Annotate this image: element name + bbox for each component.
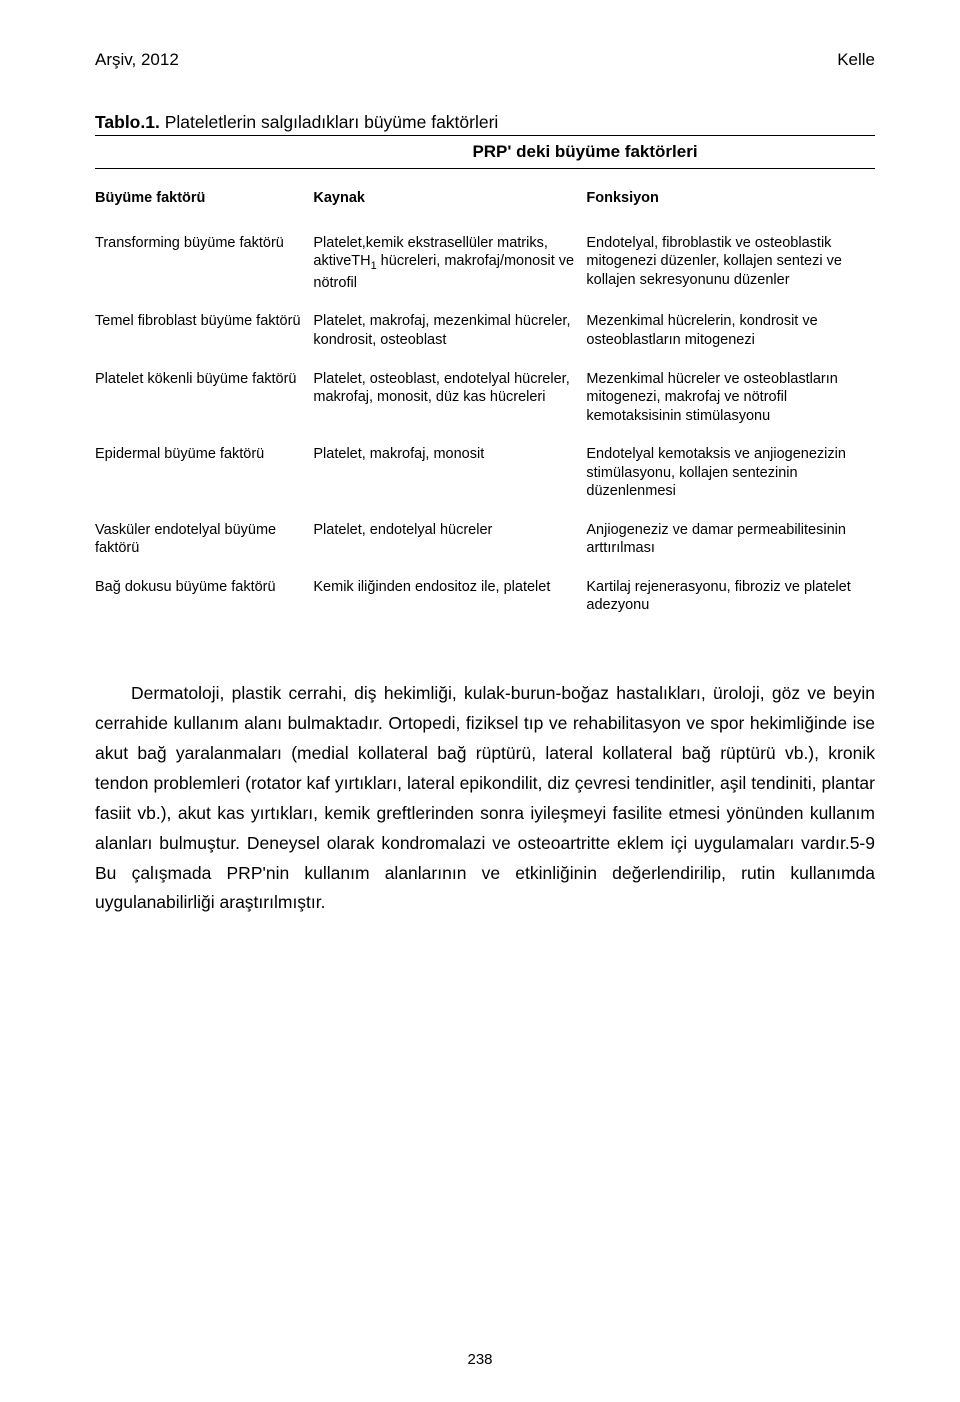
col-header-1: Büyüme faktörü <box>95 169 313 234</box>
table-title: Tablo.1. Plateletlerin salgıladıkları bü… <box>95 112 875 133</box>
col-header-2: Kaynak <box>313 169 586 234</box>
cell-source: Kemik iliğinden endositoz ile, platelet <box>313 578 586 635</box>
cell-factor: Vasküler endotelyal büyüme faktörü <box>95 521 313 578</box>
header-right: Kelle <box>837 50 875 70</box>
table-row: Epidermal büyüme faktörü Platelet, makro… <box>95 445 875 521</box>
cell-function: Kartilaj rejenerasyonu, fibroziz ve plat… <box>586 578 875 635</box>
cell-function: Endotelyal kemotaksis ve anjiogenezizin … <box>586 445 875 521</box>
cell-function: Endotelyal, fibroblastik ve osteoblastik… <box>586 234 875 313</box>
page-header: Arşiv, 2012 Kelle <box>95 50 875 70</box>
table-title-bold: Tablo.1. <box>95 112 160 132</box>
table-row: Platelet kökenli büyüme faktörü Platelet… <box>95 370 875 446</box>
table-row: Bağ dokusu büyüme faktörü Kemik iliğinde… <box>95 578 875 635</box>
cell-factor: Epidermal büyüme faktörü <box>95 445 313 521</box>
page-number: 238 <box>0 1351 960 1368</box>
table-row: Vasküler endotelyal büyüme faktörü Plate… <box>95 521 875 578</box>
body-paragraph: Dermatoloji, plastik cerrahi, diş hekiml… <box>95 679 875 918</box>
table-row: Temel fibroblast büyüme faktörü Platelet… <box>95 312 875 369</box>
cell-function: Anjiogeneziz ve damar permeabilitesinin … <box>586 521 875 578</box>
cell-source: Platelet, osteoblast, endotelyal hücrele… <box>313 370 586 446</box>
table-subtitle: PRP' deki büyüme faktörleri <box>95 142 875 162</box>
cell-factor: Temel fibroblast büyüme faktörü <box>95 312 313 369</box>
cell-factor: Bağ dokusu büyüme faktörü <box>95 578 313 635</box>
cell-source: Platelet, makrofaj, mezenkimal hücreler,… <box>313 312 586 369</box>
header-left: Arşiv, 2012 <box>95 50 179 70</box>
cell-source: Platelet, endotelyal hücreler <box>313 521 586 578</box>
table-subtitle-row: PRP' deki büyüme faktörleri <box>95 135 875 169</box>
cell-factor: Platelet kökenli büyüme faktörü <box>95 370 313 446</box>
data-table: Büyüme faktörü Kaynak Fonksiyon Transfor… <box>95 169 875 635</box>
table-title-rest: Plateletlerin salgıladıkları büyüme fakt… <box>160 112 499 132</box>
cell-source: Platelet,kemik ekstrasellüler matriks, a… <box>313 234 586 313</box>
col-header-3: Fonksiyon <box>586 169 875 234</box>
table-row: Transforming büyüme faktörü Platelet,kem… <box>95 234 875 313</box>
cell-source: Platelet, makrofaj, monosit <box>313 445 586 521</box>
cell-function: Mezenkimal hücreler ve osteoblastların m… <box>586 370 875 446</box>
cell-factor: Transforming büyüme faktörü <box>95 234 313 313</box>
cell-function: Mezenkimal hücrelerin, kondrosit ve oste… <box>586 312 875 369</box>
table-header-row: Büyüme faktörü Kaynak Fonksiyon <box>95 169 875 234</box>
